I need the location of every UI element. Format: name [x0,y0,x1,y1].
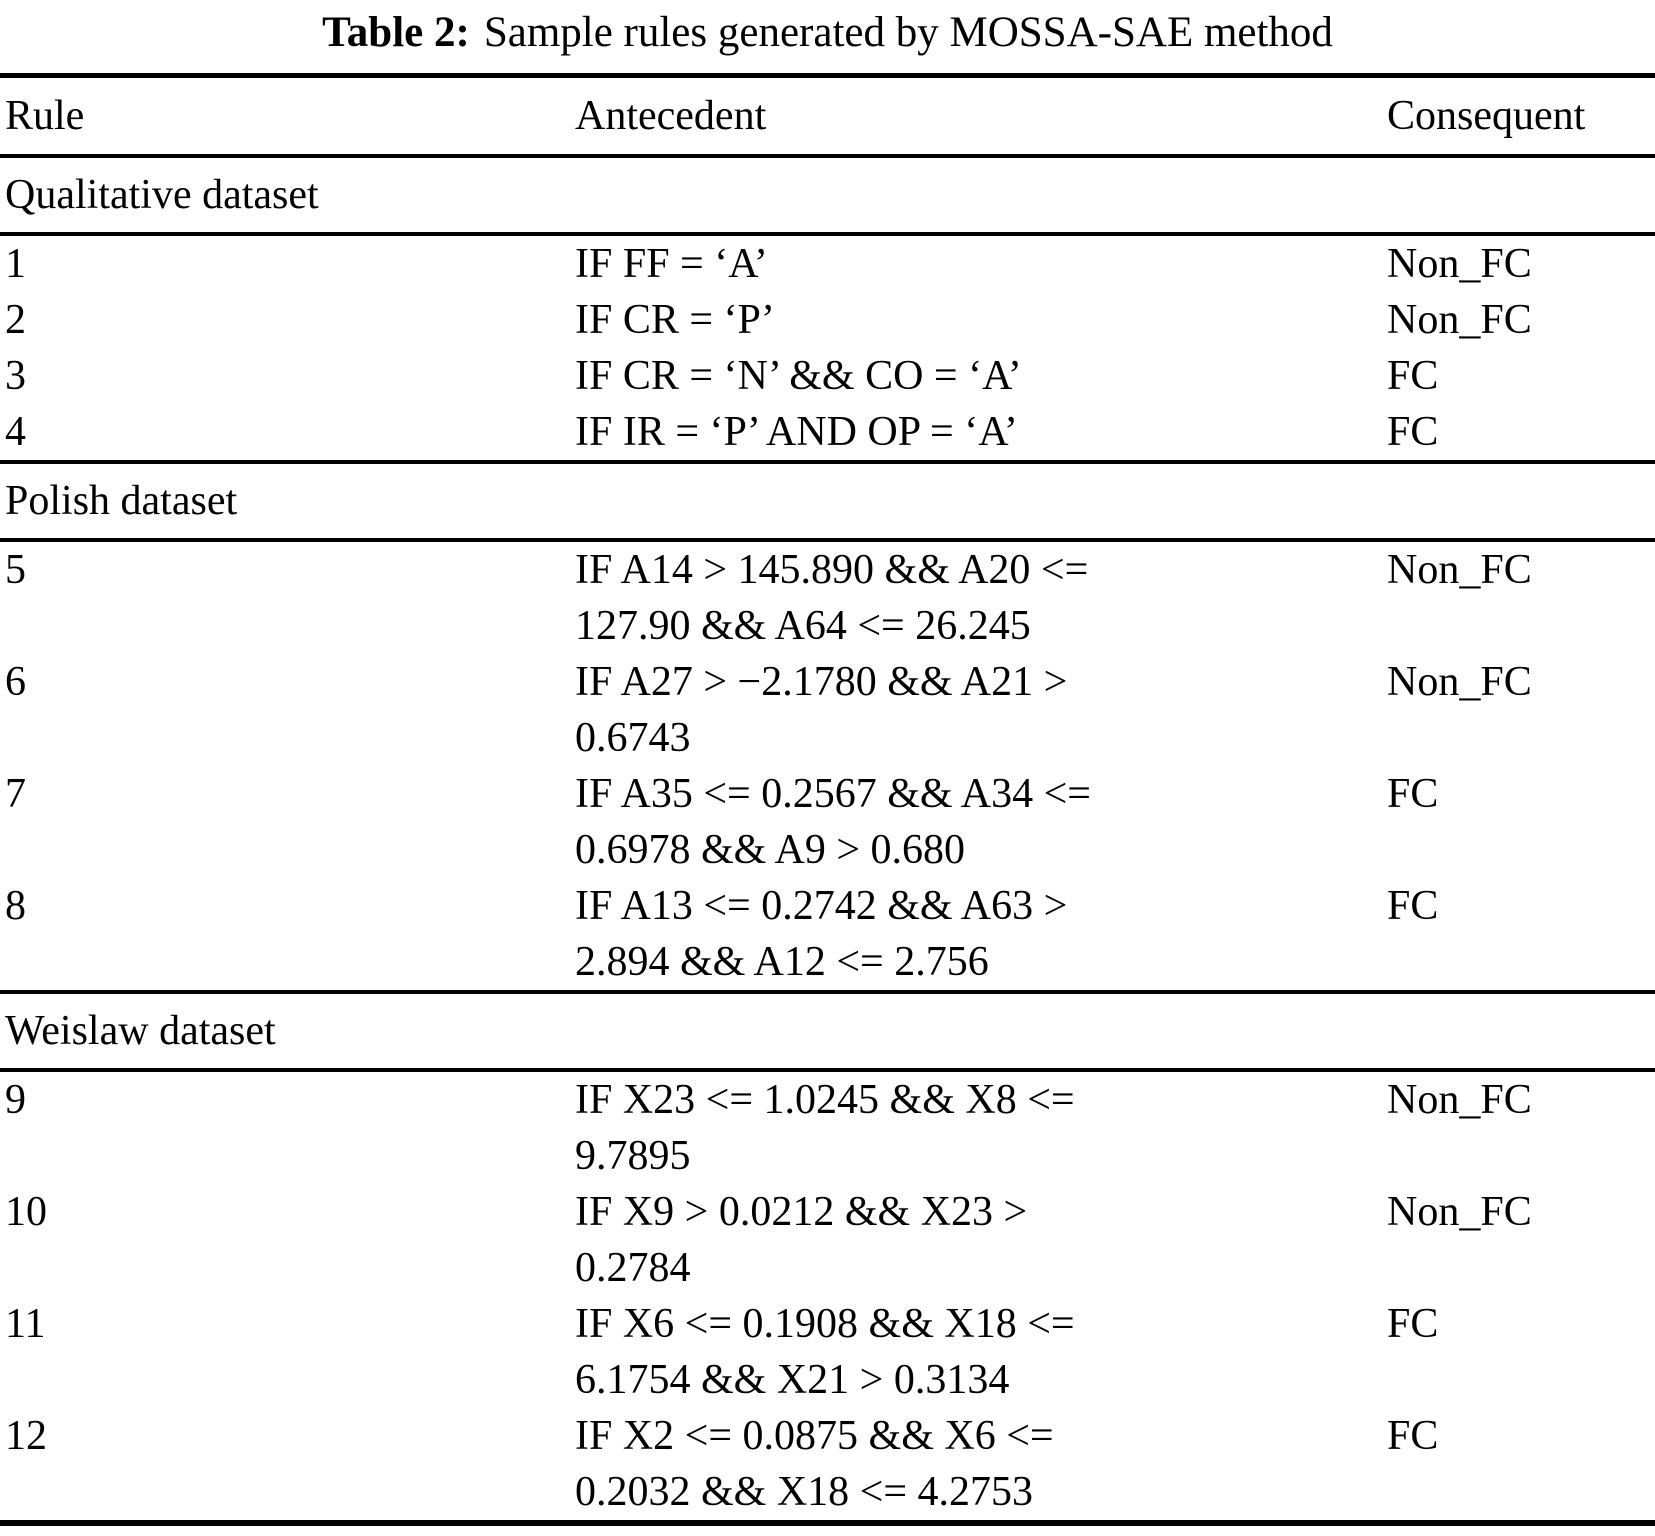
rule-number-cell: 2 [5,297,26,343]
table-row: 12 IF X2 <= 0.0875 && X6 <= 0.2032 && X18… [0,1408,1655,1523]
rule-number-cell: 9 [5,1077,26,1123]
rule-number-cell: 10 [5,1189,47,1235]
antecedent-cell: IF X2 <= 0.0875 && X6 <= 0.2032 && X18 <… [575,1413,1054,1515]
column-header-rule: Rule [0,75,575,158]
table-row: 1 IF FF = ‘A’ Non_FC [0,234,1655,292]
consequent-cell: Non_FC [1387,1189,1532,1235]
rule-number-cell: 5 [5,547,26,593]
rule-number-cell: 3 [5,353,26,399]
section-row: Polish dataset [0,460,1655,542]
antecedent-cell: IF A13 <= 0.2742 && A63 > 2.894 && A12 <… [575,883,1068,985]
consequent-cell: Non_FC [1387,297,1532,343]
table-row: 11 IF X6 <= 0.1908 && X18 <= 6.1754 && X2… [0,1296,1655,1408]
antecedent-cell: IF X9 > 0.0212 && X23 > 0.2784 [575,1189,1028,1291]
rule-number-cell: 1 [5,241,26,287]
rule-number-cell: 12 [5,1413,47,1459]
consequent-cell: FC [1387,771,1439,817]
table-caption-label: Table 2: [322,9,470,56]
antecedent-cell: IF FF = ‘A’ [575,241,768,287]
consequent-cell: Non_FC [1387,241,1532,287]
consequent-cell: Non_FC [1387,547,1532,593]
consequent-cell: FC [1387,353,1439,399]
table-row: 2 IF CR = ‘P’ Non_FC [0,292,1655,348]
table-row: 3 IF CR = ‘N’ && CO = ‘A’ FC [0,348,1655,404]
antecedent-cell: IF X23 <= 1.0245 && X8 <= 9.7895 [575,1077,1075,1179]
rule-number-cell: 8 [5,883,26,929]
antecedent-cell: IF CR = ‘N’ && CO = ‘A’ [575,353,1022,399]
consequent-cell: FC [1387,883,1439,929]
section-title: Polish dataset [0,460,1655,542]
consequent-cell: FC [1387,1413,1439,1459]
rule-number-cell: 6 [5,659,26,705]
consequent-cell: FC [1387,1301,1439,1347]
consequent-cell: FC [1387,409,1439,455]
rules-table-header: Rule Antecedent Consequent [0,75,1655,158]
consequent-cell: Non_FC [1387,1077,1532,1123]
table-row: 9 IF X23 <= 1.0245 && X8 <= 9.7895 Non_FC [0,1070,1655,1184]
antecedent-cell: IF A27 > −2.1780 && A21 > 0.6743 [575,659,1068,761]
table-row: 6 IF A27 > −2.1780 && A21 > 0.6743 Non_FC [0,654,1655,766]
table-row: 4 IF IR = ‘P’ AND OP = ‘A’ FC [0,404,1655,462]
rule-number-cell: 7 [5,771,26,817]
antecedent-cell: IF X6 <= 0.1908 && X18 <= 6.1754 && X21 … [575,1301,1075,1403]
section-title: Qualitative dataset [0,154,1655,236]
antecedent-cell: IF A35 <= 0.2567 && A34 <= 0.6978 && A9 … [575,771,1091,873]
antecedent-cell: IF IR = ‘P’ AND OP = ‘A’ [575,409,1018,455]
table-row: 8 IF A13 <= 0.2742 && A63 > 2.894 && A12 … [0,878,1655,992]
antecedent-cell: IF CR = ‘P’ [575,297,775,343]
section-row: Weislaw dataset [0,990,1655,1072]
column-header-consequent: Consequent [1387,75,1655,158]
table-row: 7 IF A35 <= 0.2567 && A34 <= 0.6978 && A9… [0,766,1655,878]
rules-table-body: Qualitative dataset 1 IF FF = ‘A’ Non_FC 2 IF… [0,154,1655,1523]
table-caption-text: Sample rules generated by MOSSA-SAE meth… [483,9,1333,56]
antecedent-cell: IF A14 > 145.890 && A20 <= 127.90 && A64… [575,547,1089,649]
rule-number-cell: 4 [5,409,26,455]
section-row: Qualitative dataset [0,154,1655,236]
rule-number-cell: 11 [5,1301,46,1347]
column-header-antecedent: Antecedent [575,75,1387,158]
section-title: Weislaw dataset [0,990,1655,1072]
table-row: 10 IF X9 > 0.0212 && X23 > 0.2784 Non_FC [0,1184,1655,1296]
header-row: Rule Antecedent Consequent [0,75,1655,158]
table-caption: Table 2: Sample rules generated by MOSSA-… [0,8,1655,58]
consequent-cell: Non_FC [1387,659,1532,705]
rules-table: Rule Antecedent Consequent Qualitative d… [0,73,1655,1526]
table-row: 5 IF A14 > 145.890 && A20 <= 127.90 && A6… [0,540,1655,654]
